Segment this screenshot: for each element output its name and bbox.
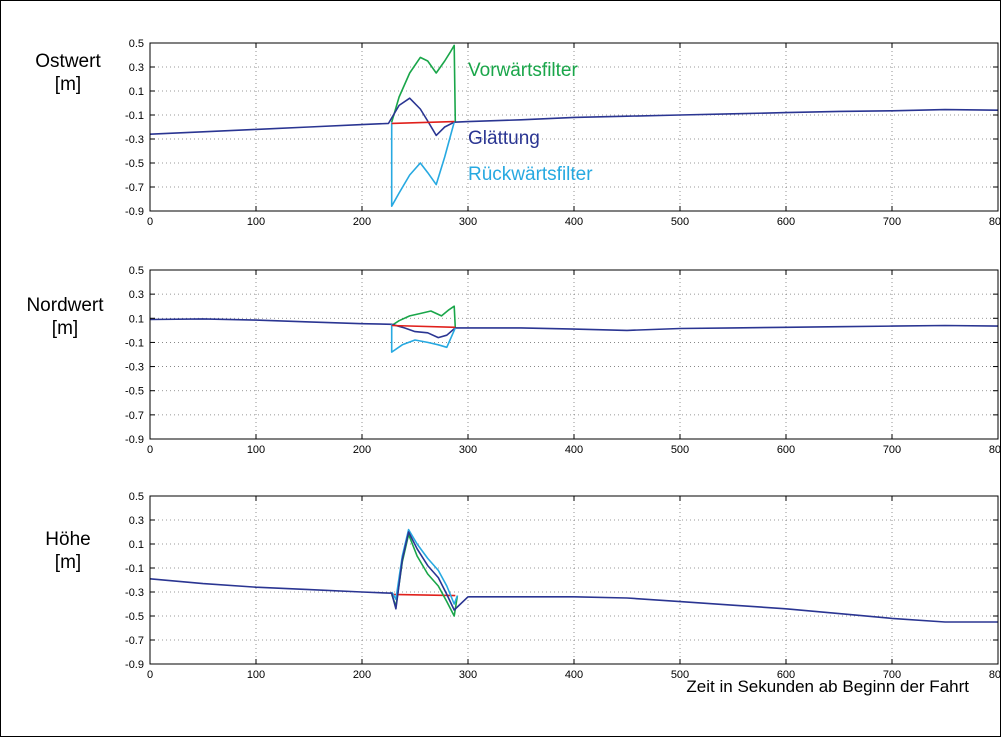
y-tick-label: -0.3 xyxy=(125,587,144,599)
panel-2-ylabel-line2: [m] xyxy=(51,318,79,339)
series-line-forward xyxy=(391,305,457,328)
y-tick-label: -0.1 xyxy=(125,563,144,575)
series-line-reference xyxy=(391,324,456,329)
series-line-forward xyxy=(390,533,459,617)
panel-3-ylabel-line2: [m] xyxy=(54,552,82,573)
x-tick-label: 500 xyxy=(671,216,689,228)
legend-forward: Vorwärtsfilter xyxy=(468,60,578,81)
x-tick-label: 200 xyxy=(353,444,371,456)
series-line-forward xyxy=(390,44,457,123)
series-line-reference xyxy=(391,120,455,125)
x-tick-label: 500 xyxy=(671,669,689,681)
x-tick-label: 400 xyxy=(565,216,583,228)
panel-2-ylabel: Nordwert [m] xyxy=(10,294,120,340)
y-tick-label: 0.1 xyxy=(129,539,144,551)
y-tick-label: -0.7 xyxy=(125,182,144,194)
x-tick-label: 600 xyxy=(777,216,795,228)
y-tick-label: -0.3 xyxy=(125,134,144,146)
x-axis-caption: Zeit in Sekunden ab Beginn der Fahrt xyxy=(686,677,969,696)
x-tick-label: 100 xyxy=(247,669,265,681)
x-tick-label: 300 xyxy=(459,216,477,228)
panel-1-ylabel: Ostwert [m] xyxy=(18,50,118,96)
panel-1-ylabel-line2: [m] xyxy=(54,74,82,95)
legend-backward: Rückwärtsfilter xyxy=(468,164,593,185)
y-tick-label: 0.3 xyxy=(129,515,144,527)
x-tick-label: 500 xyxy=(671,444,689,456)
y-tick-label: 0.5 xyxy=(129,491,144,503)
series-line-backward xyxy=(390,121,455,207)
x-tick-label: 700 xyxy=(883,669,901,681)
y-tick-label: -0.1 xyxy=(125,110,144,122)
x-tick-label: 0 xyxy=(147,669,153,681)
panel-3-ylabel-line1: Höhe xyxy=(45,529,91,550)
x-tick-label: 200 xyxy=(353,216,371,228)
x-tick-label: 300 xyxy=(459,444,477,456)
panel-1-ylabel-line1: Ostwert xyxy=(35,51,101,72)
x-tick-label: 600 xyxy=(777,444,795,456)
x-tick-label: 800 xyxy=(989,216,1001,228)
x-tick-label: 300 xyxy=(459,669,477,681)
y-tick-label: -0.1 xyxy=(125,337,144,349)
x-tick-label: 800 xyxy=(989,444,1001,456)
series-line-smooth xyxy=(149,97,999,137)
y-tick-label: 0.5 xyxy=(129,38,144,50)
x-tick-label: 800 xyxy=(989,669,1001,681)
x-tick-label: 700 xyxy=(883,444,901,456)
series-line-smooth xyxy=(149,531,998,623)
y-tick-label: -0.5 xyxy=(125,386,144,398)
y-tick-label: -0.3 xyxy=(125,362,144,374)
x-tick-label: 100 xyxy=(247,216,265,228)
y-tick-label: -0.5 xyxy=(125,611,144,623)
y-tick-label: -0.7 xyxy=(125,410,144,422)
x-tick-label: 700 xyxy=(883,216,901,228)
y-tick-label: 0.3 xyxy=(129,289,144,301)
y-tick-label: 0.1 xyxy=(129,86,144,98)
series-line-reference xyxy=(391,593,456,597)
x-tick-label: 400 xyxy=(565,444,583,456)
y-tick-label: -0.9 xyxy=(125,659,144,671)
x-tick-label: 0 xyxy=(147,216,153,228)
panel-3-ylabel: Höhe [m] xyxy=(18,528,118,574)
series-line-backward xyxy=(391,528,459,605)
y-tick-label: -0.9 xyxy=(125,434,144,446)
x-tick-label: 400 xyxy=(565,669,583,681)
y-tick-label: -0.5 xyxy=(125,158,144,170)
y-tick-label: 0.5 xyxy=(129,265,144,277)
series-line-backward xyxy=(390,324,457,353)
panel-2-ylabel-line1: Nordwert xyxy=(26,295,104,316)
legend-smoothing: Glättung xyxy=(468,128,540,149)
x-tick-label: 600 xyxy=(777,669,795,681)
x-tick-label: 200 xyxy=(353,669,371,681)
y-tick-label: 0.3 xyxy=(129,62,144,74)
x-tick-label: 0 xyxy=(147,444,153,456)
y-tick-label: 0.1 xyxy=(129,313,144,325)
y-tick-label: -0.7 xyxy=(125,635,144,647)
y-tick-label: -0.9 xyxy=(125,206,144,218)
x-tick-label: 100 xyxy=(247,444,265,456)
